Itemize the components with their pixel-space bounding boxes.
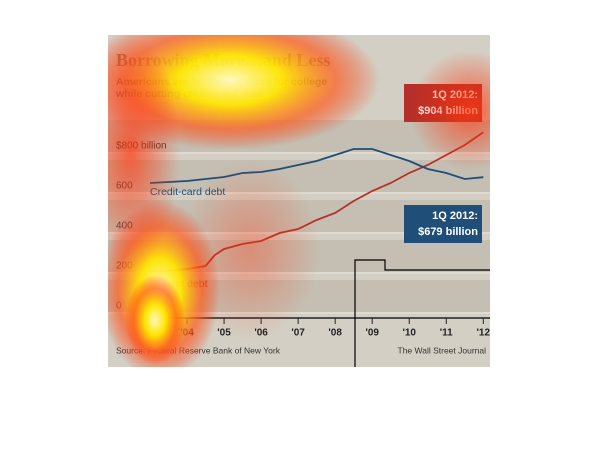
annotation-text: $679 billion (418, 226, 478, 238)
annotation-box (404, 205, 482, 243)
annotation-text: $904 billion (418, 105, 478, 117)
x-tick-label: '11 (440, 328, 453, 339)
x-tick-label: '05 (217, 328, 231, 339)
y-tick-label: 600 (116, 181, 133, 192)
y-tick-label: $800 billion (116, 141, 167, 152)
x-tick-label: '06 (254, 328, 268, 339)
series-label: Credit-card debt (150, 186, 225, 198)
series-label: Student debt (148, 278, 208, 290)
annotation-text: 1Q 2012: (432, 210, 478, 222)
chart-subtitle: Americans are borrowing more for college… (116, 76, 328, 100)
x-tick-label: '10 (402, 328, 416, 339)
x-tick-label: '07 (291, 328, 305, 339)
x-tick-label: '12 (477, 328, 491, 339)
credit: The Wall Street Journal (398, 345, 487, 355)
x-tick-label: '09 (365, 328, 379, 339)
y-tick-label: 200 (116, 261, 133, 272)
source: Source: Federal Reserve Bank of New York (116, 345, 281, 355)
annotation-text: 1Q 2012: (432, 89, 478, 101)
y-tick-label: 0 (116, 301, 122, 312)
subtitle-box: Americans are borrowing more for college… (116, 76, 328, 100)
chart-title: Borrowing More…and Less (116, 50, 330, 70)
cursor-outline (354, 259, 490, 367)
x-tick-label: '08 (328, 328, 342, 339)
y-tick-label: 400 (116, 221, 133, 232)
x-tick-label: '04 (180, 328, 194, 339)
